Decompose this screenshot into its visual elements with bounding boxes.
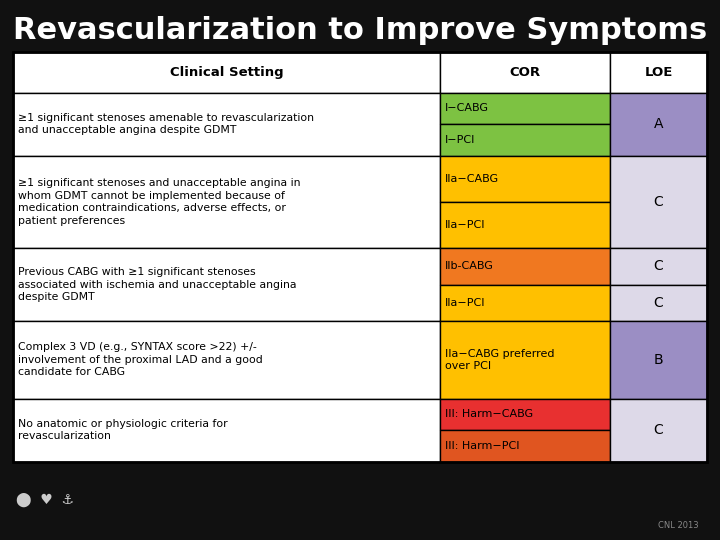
Bar	[440, 321, 610, 399]
Text: C: C	[654, 423, 663, 437]
Text: IIa−CABG: IIa−CABG	[446, 174, 500, 184]
Bar	[610, 248, 707, 285]
Bar	[440, 52, 610, 93]
Text: B: B	[654, 353, 663, 367]
Text: IIa−PCI: IIa−PCI	[446, 220, 486, 230]
Text: No anatomic or physiologic criteria for
revascularization: No anatomic or physiologic criteria for …	[18, 419, 228, 441]
Bar	[440, 399, 610, 430]
Bar	[610, 52, 707, 93]
Text: Clinical Setting: Clinical Setting	[170, 66, 283, 79]
Bar	[13, 321, 440, 399]
Text: A: A	[654, 117, 663, 131]
Bar	[13, 93, 440, 156]
Bar	[610, 285, 707, 321]
Text: III: Harm−PCI: III: Harm−PCI	[446, 441, 520, 451]
Text: I−CABG: I−CABG	[446, 104, 490, 113]
Bar	[440, 202, 610, 248]
Text: ≥1 significant stenoses amenable to revascularization
and unacceptable angina de: ≥1 significant stenoses amenable to reva…	[18, 113, 314, 136]
Bar	[610, 93, 707, 156]
Text: III: Harm−CABG: III: Harm−CABG	[446, 409, 534, 420]
Text: C: C	[654, 195, 663, 209]
Text: COR: COR	[509, 66, 541, 79]
Bar	[440, 285, 610, 321]
Text: IIa−CABG preferred
over PCI: IIa−CABG preferred over PCI	[446, 349, 555, 371]
Text: LOE: LOE	[644, 66, 672, 79]
Bar	[440, 156, 610, 202]
Bar	[610, 399, 707, 462]
Text: IIa−PCI: IIa−PCI	[446, 298, 486, 308]
Text: Revascularization to Improve Symptoms: Revascularization to Improve Symptoms	[13, 16, 707, 45]
Bar	[440, 430, 610, 462]
Bar	[13, 399, 440, 462]
Text: Complex 3 VD (e.g., SYNTAX score >22) +/-
involvement of the proximal LAD and a : Complex 3 VD (e.g., SYNTAX score >22) +/…	[18, 342, 263, 377]
Bar	[440, 93, 610, 124]
Text: ≥1 significant stenoses and unacceptable angina in
whom GDMT cannot be implement: ≥1 significant stenoses and unacceptable…	[18, 178, 300, 226]
Bar	[610, 156, 707, 248]
Bar	[440, 124, 610, 156]
Text: CNL 2013: CNL 2013	[658, 521, 698, 530]
Bar	[610, 321, 707, 399]
Bar	[13, 156, 440, 248]
Text: IIb-CABG: IIb-CABG	[446, 261, 494, 272]
Text: C: C	[654, 259, 663, 273]
Text: ⬤  ♥  ⚓: ⬤ ♥ ⚓	[16, 492, 74, 507]
Bar	[13, 52, 440, 93]
Bar	[440, 248, 610, 285]
Text: C: C	[654, 296, 663, 310]
Bar	[13, 248, 440, 321]
Text: Previous CABG with ≥1 significant stenoses
associated with ischemia and unaccept: Previous CABG with ≥1 significant stenos…	[18, 267, 297, 302]
Text: I−PCI: I−PCI	[446, 135, 476, 145]
